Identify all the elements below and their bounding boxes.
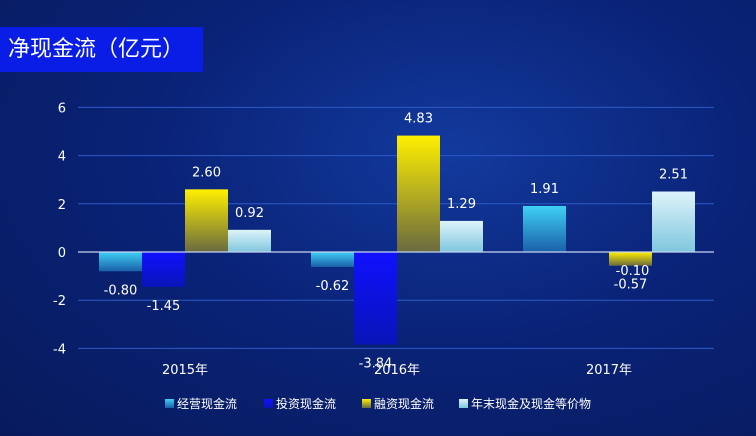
legend-label: 经营现金流 [177,396,237,411]
page-title: 净现金流（亿元） [0,27,203,72]
legend-swatch [264,399,273,408]
bar [142,252,185,287]
legend-label: 融资现金流 [374,396,434,411]
data-label: 0.92 [235,206,264,221]
bar [397,135,440,252]
bar [99,252,142,272]
bar [652,191,695,252]
y-tick-label: 0 [58,246,66,261]
x-tick-label: 2017年 [586,363,632,378]
legend-label: 年末现金及现金等价物 [471,396,591,411]
legend-swatch [165,399,174,408]
grid-lines [78,106,714,349]
x-axis: 2015年 2016年 2017年 [162,363,632,378]
x-tick-label: 2016年 [374,363,420,378]
y-tick-label: 2 [58,198,66,213]
legend: 经营现金流 投资现金流 融资现金流 年末现金及现金等价物 [165,396,591,411]
y-tick-label: -2 [53,294,66,309]
legend-swatch [459,399,468,408]
data-label: -1.45 [147,299,181,314]
y-tick-label: 6 [58,101,66,116]
bars [99,135,695,345]
data-label: 2.60 [192,165,221,180]
bar [440,220,483,252]
data-label: -3.84 [359,357,393,372]
bar [609,252,652,266]
data-label: -0.57 [614,278,648,293]
bar [354,252,397,345]
bar [185,189,228,252]
data-label: 1.29 [447,197,476,212]
y-axis: 6 4 2 0 -2 -4 [53,101,66,357]
bar [311,252,354,267]
bar [228,229,271,252]
data-labels: -0.80 -1.45 2.60 0.92 -0.62 -3.84 4.83 1.29 1.91… [104,112,688,372]
x-tick-label: 2015年 [162,363,208,378]
data-label: -0.10 [616,264,650,279]
legend-label: 投资现金流 [276,396,336,411]
y-tick-label: 4 [58,150,66,165]
data-label: 4.83 [404,112,433,127]
bar [523,205,566,252]
data-label: -0.62 [316,279,350,294]
data-label: 1.91 [530,182,559,197]
data-label: 2.51 [659,168,688,183]
legend-swatch [362,399,371,408]
y-tick-label: -4 [53,342,66,357]
data-label: -0.80 [104,283,138,298]
